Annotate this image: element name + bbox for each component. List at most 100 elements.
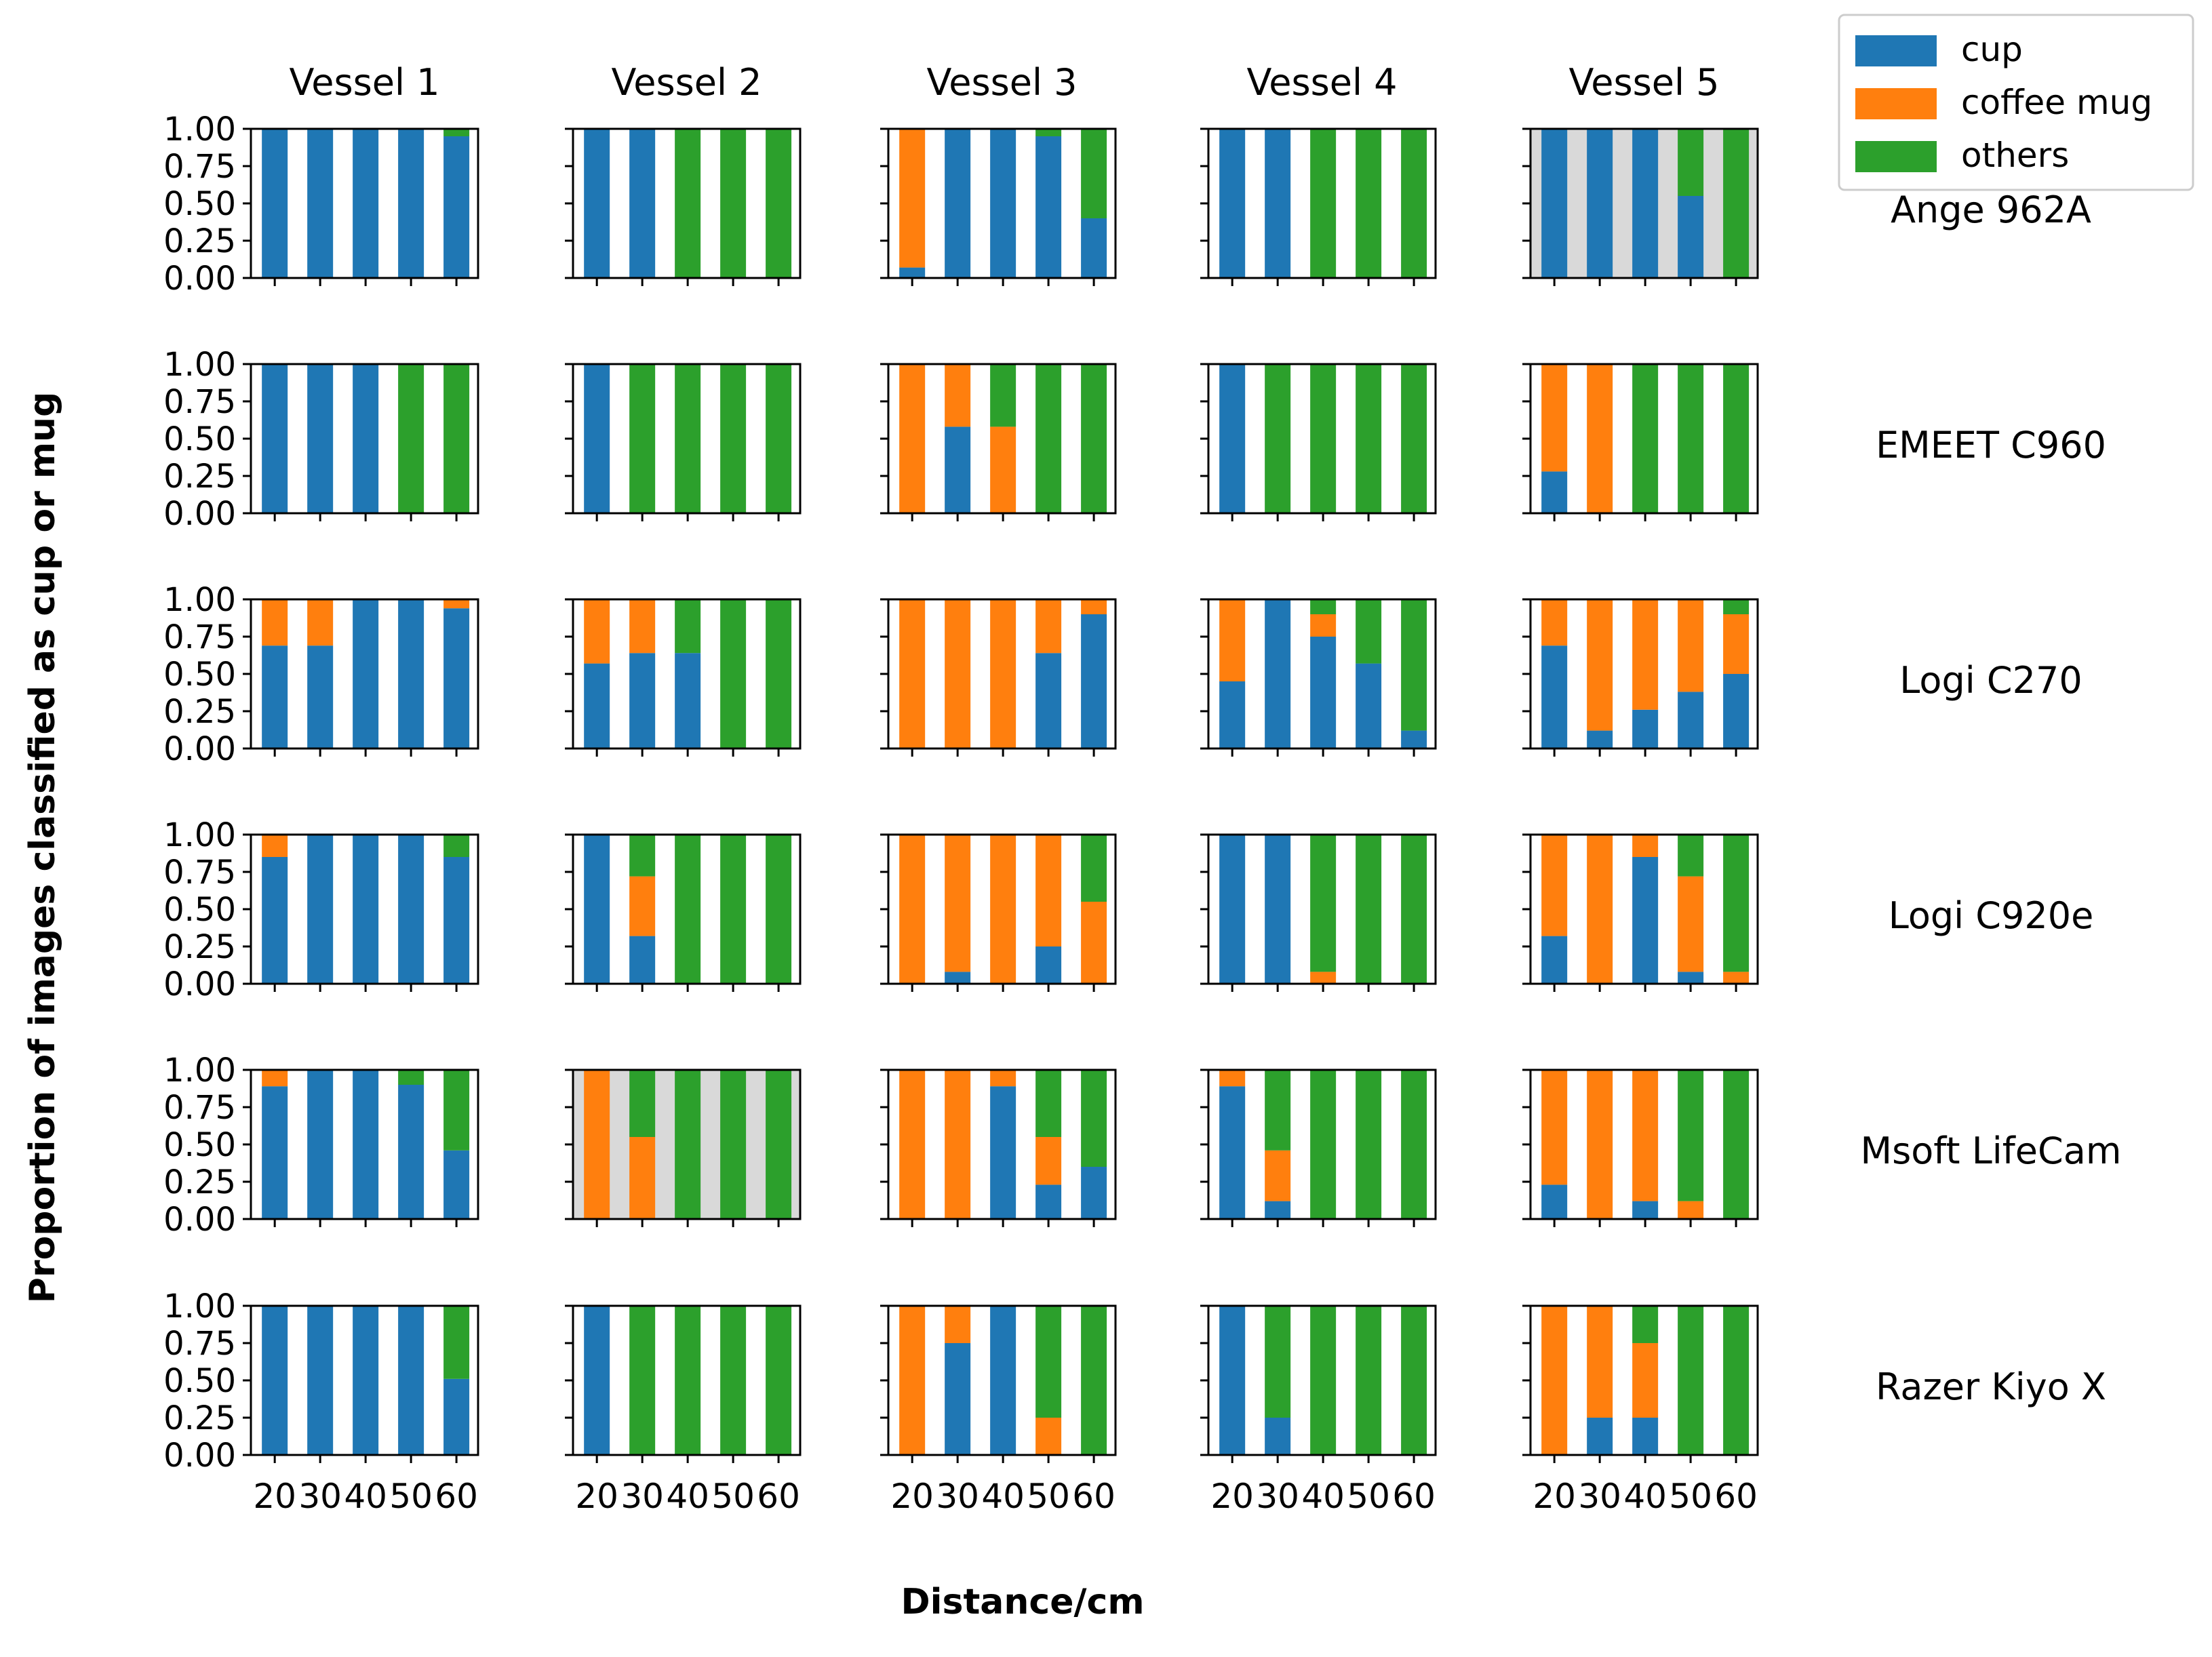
bar-coffee-mug [1541,364,1568,472]
bar-cup [1265,835,1291,984]
bar-others [675,1070,701,1219]
bar-coffee-mug [1678,1201,1704,1219]
panel-razer-kiyo-x-vessel-4: 20 30 40 50 60 [1200,1304,1437,1516]
bar-cup [1219,129,1246,278]
y-tick-label: 0.25 [163,458,236,496]
x-tick-label: 50 [1669,1477,1712,1516]
bar-coffee-mug [899,129,926,268]
y-tick-label: 0.75 [163,854,236,892]
y-tick-label: 0.25 [163,222,236,260]
bar-others [1310,364,1337,513]
y-tick-label: 0.50 [163,185,236,223]
bar-coffee-mug [262,599,288,646]
y-tick-label: 0.50 [163,1126,236,1164]
bar-others [1723,835,1750,972]
column-title-vessel-1: Vessel 1 [290,61,440,104]
bar-cup [398,835,424,984]
y-tick-label: 0.00 [163,260,236,298]
bar-others [1265,1306,1291,1418]
bar-coffee-mug [307,599,334,646]
bar-coffee-mug [1587,599,1613,731]
bar-cup [1587,1418,1613,1455]
panel-razer-kiyo-x-vessel-1: 20 30 40 50 60 0.000.250.500.751.00 [163,1287,479,1516]
bar-others [1356,599,1382,664]
x-tick-label: 20 [1533,1477,1576,1516]
column-title-vessel-2: Vessel 2 [612,61,762,104]
bar-coffee-mug [945,599,971,748]
y-axis-title: Proportion of images classified as cup o… [22,392,63,1304]
y-tick-label: 0.50 [163,420,236,458]
bar-cup [307,1070,334,1219]
legend-label-coffee-mug: coffee mug [1961,83,2152,122]
bar-others [1081,1070,1107,1167]
panel-logi-c270-vessel-1: 0.000.250.500.751.00 [163,581,479,768]
y-tick-label: 0.75 [163,618,236,656]
bar-others [1310,129,1337,278]
panel-ange-962a-vessel-2 [565,127,802,286]
bar-others [1723,599,1750,614]
bar-others [1035,364,1062,513]
bar-coffee-mug [1587,1306,1613,1418]
panel-logi-c920e-vessel-4 [1200,833,1437,992]
bar-cup [1081,1167,1107,1219]
bar-coffee-mug [1265,1150,1291,1201]
bar-cup [1587,129,1613,278]
bar-coffee-mug [629,1137,656,1219]
bar-others [1356,129,1382,278]
panel-ange-962a-vessel-1: 0.000.250.500.751.00 [163,111,479,298]
bar-coffee-mug [1219,1070,1246,1087]
bar-others [629,1306,656,1455]
bar-coffee-mug [1723,972,1750,984]
column-title-vessel-4: Vessel 4 [1247,61,1398,104]
x-tick-label: 30 [620,1477,664,1516]
bar-coffee-mug [1081,599,1107,614]
x-tick-label: 40 [981,1477,1025,1516]
x-tick-label: 20 [890,1477,934,1516]
panel-razer-kiyo-x-vessel-3: 20 30 40 50 60 [880,1304,1117,1516]
bar-cup [990,1086,1016,1219]
panel-razer-kiyo-x-vessel-5: 20 30 40 50 60 [1522,1304,1759,1516]
bar-others [443,364,470,513]
y-tick-label: 1.00 [163,816,236,854]
bar-others [1632,1306,1659,1343]
panel-ange-962a-vessel-5 [1522,127,1759,286]
row-label-ange-962a: Ange 962A [1891,188,2091,231]
bar-cup [307,835,334,984]
bar-coffee-mug [945,1070,971,1219]
bar-coffee-mug [1541,1306,1568,1455]
legend-label-cup: cup [1961,30,2023,69]
bar-cup [1401,730,1427,748]
bar-cup [899,267,926,278]
y-tick-label: 1.00 [163,581,236,619]
bar-coffee-mug [1219,599,1246,681]
bar-coffee-mug [990,599,1016,748]
bar-cup [398,1085,424,1219]
bar-cup [262,129,288,278]
y-tick-label: 0.00 [163,1437,236,1475]
panel-msoft-lifecam-vessel-1: 0.000.250.500.751.00 [163,1052,479,1239]
y-tick-label: 0.50 [163,891,236,929]
bar-coffee-mug [1541,835,1568,936]
bar-others [720,599,747,748]
y-tick-label: 1.00 [163,1287,236,1325]
y-tick-label: 0.50 [163,1362,236,1400]
bar-others [766,1070,792,1219]
y-tick-label: 0.00 [163,495,236,533]
bar-others [1081,1306,1107,1455]
bar-others [1356,835,1382,984]
bar-cup [307,129,334,278]
bar-cup [990,1306,1016,1455]
y-tick-label: 0.25 [163,928,236,966]
bar-cup [398,599,424,748]
bar-coffee-mug [584,1070,610,1219]
bar-cup [1265,129,1291,278]
bar-coffee-mug [1310,614,1337,637]
bar-others [766,364,792,513]
bar-cup [1081,614,1107,748]
bar-coffee-mug [899,364,926,513]
legend-swatch-coffee-mug [1855,88,1937,119]
bar-cup [262,857,288,984]
bar-others [1310,599,1337,614]
x-tick-label: 60 [435,1477,478,1516]
bar-cup [443,136,470,278]
